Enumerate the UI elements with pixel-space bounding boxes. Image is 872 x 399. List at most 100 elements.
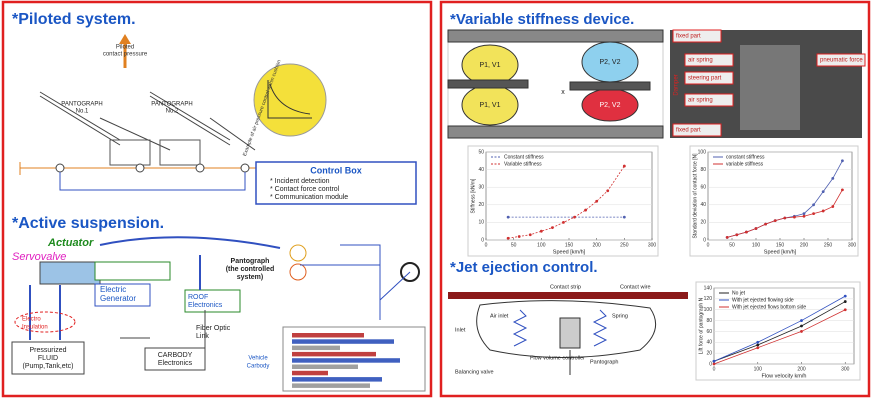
label: Balancing valve	[455, 369, 494, 375]
x-tick-label: 50	[511, 242, 517, 248]
label: Vehicle	[248, 356, 268, 362]
label: Carbody	[247, 364, 270, 370]
series-point	[812, 212, 815, 216]
series-point	[528, 233, 532, 237]
label: *Jet ejection control.	[450, 259, 598, 276]
series-point	[584, 208, 587, 212]
label: *Piloted system.	[12, 11, 136, 28]
series-point	[756, 343, 760, 347]
x-tick-label: 300	[841, 366, 850, 372]
y-axis-label: Standard deviation of contact force [N]	[692, 153, 698, 239]
photo-label-box	[672, 29, 722, 43]
legend-label: Constant stiffness	[504, 154, 544, 160]
series-point	[517, 235, 521, 238]
series-point	[800, 324, 803, 328]
label: Spring	[612, 313, 628, 319]
label: air spring	[688, 98, 713, 104]
series-point	[773, 219, 777, 223]
x-tick-label: 250	[824, 242, 833, 248]
series-point	[800, 319, 803, 322]
label: Electronics	[158, 360, 193, 367]
series-point	[843, 300, 847, 303]
label: No.1	[76, 109, 89, 115]
label: Electro	[22, 317, 41, 323]
series-point	[606, 189, 610, 193]
y-tick-label: 20	[478, 202, 484, 208]
label: P2, V2	[599, 102, 620, 109]
series-point	[506, 236, 510, 240]
y-tick-label: 30	[478, 185, 484, 191]
legend-label: With jet ejected flowing side	[732, 297, 794, 303]
control-box	[255, 161, 417, 205]
label: P1, V1	[479, 102, 500, 109]
inset-bar	[292, 377, 382, 382]
label: Control Box	[310, 165, 362, 175]
inset-bar	[292, 364, 358, 369]
series-point	[800, 330, 803, 333]
y-tick-label: 20	[700, 220, 706, 226]
y-tick-label: 0	[709, 361, 712, 367]
inset-bar	[292, 339, 394, 344]
y-tick-label: 60	[700, 185, 706, 191]
x-tick-label: 0	[485, 242, 488, 248]
x-axis-label: Flow velocity km/h	[762, 373, 807, 379]
label: No.2	[166, 109, 179, 115]
label: Generator	[100, 294, 136, 303]
series-point	[745, 230, 748, 234]
series-point	[843, 308, 847, 312]
series-point	[622, 164, 626, 168]
device-photo-body	[740, 45, 800, 130]
series-point	[595, 199, 599, 203]
series-point	[831, 205, 835, 208]
contact-wire	[448, 292, 688, 299]
x-tick-label: 100	[754, 366, 763, 372]
series-point	[841, 188, 844, 192]
x-tick-label: 100	[537, 242, 546, 248]
x-tick-label: 100	[752, 242, 761, 248]
y-tick-label: 40	[478, 167, 484, 173]
y-tick-label: 80	[706, 318, 712, 324]
y-tick-label: 50	[478, 149, 484, 155]
label: Air inlet	[490, 313, 509, 319]
label: (the controlled	[226, 266, 275, 273]
label: Electronics	[188, 302, 223, 309]
inset-bar	[292, 351, 376, 357]
label: Servovalve	[12, 251, 66, 263]
label: Insulation	[22, 325, 48, 331]
series-line	[713, 301, 846, 362]
y-axis-label: Lift force of pantograph N	[698, 297, 704, 354]
y-tick-label: 100	[704, 307, 713, 313]
label: *Active suspension.	[12, 215, 164, 232]
x-axis-label: Speed [km/h]	[553, 249, 586, 255]
legend-label: Variable stiffness	[504, 161, 542, 167]
series-point	[551, 226, 554, 230]
photo-label-box	[816, 53, 866, 67]
inset-bar	[292, 358, 400, 363]
x-tick-label: 150	[565, 242, 574, 248]
label: PANTOGRAPH	[61, 102, 102, 108]
photo-label-box	[684, 53, 734, 67]
y-tick-label: 140	[704, 285, 713, 291]
label: Inlet	[455, 327, 466, 333]
label: pneumatic force	[820, 58, 863, 64]
series-line	[713, 309, 846, 365]
y-tick-label: 60	[706, 329, 712, 335]
series-point	[764, 222, 767, 226]
y-tick-label: 80	[700, 167, 706, 173]
inset-bar	[292, 370, 328, 376]
series-point	[754, 227, 758, 230]
x-tick-label: 200	[797, 366, 806, 372]
label: Actuator	[47, 237, 94, 249]
label: Flow volume controller	[530, 355, 585, 361]
label: Pantograph	[590, 359, 618, 365]
label: P1, V1	[479, 62, 500, 69]
series-point	[783, 216, 787, 220]
inset-bar	[292, 333, 364, 338]
label: fixed part	[676, 34, 701, 40]
x-tick-label: 250	[620, 242, 629, 248]
label: contact pressure	[103, 52, 148, 58]
label: Fiber Optic	[196, 325, 231, 332]
photo-label-box	[672, 123, 722, 137]
